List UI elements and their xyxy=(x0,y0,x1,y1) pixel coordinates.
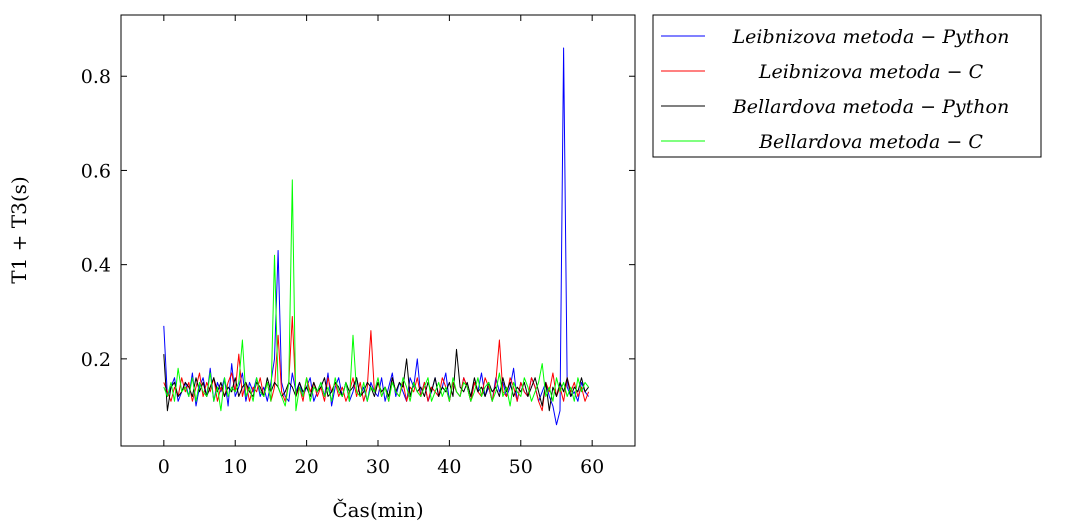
series-line-2 xyxy=(163,316,590,412)
y-axis-title: T1 + T3(s) xyxy=(7,176,31,283)
x-tick-label: 60 xyxy=(580,456,604,478)
series-line-4 xyxy=(163,179,589,412)
y-tick-label: 0.4 xyxy=(81,255,111,277)
x-tick-label: 40 xyxy=(437,456,461,478)
x-tick-label: 20 xyxy=(295,456,319,478)
x-tick-label: 50 xyxy=(509,456,533,478)
x-axis-title: Čas(min) xyxy=(332,497,423,522)
x-tick-label: 10 xyxy=(223,456,247,478)
series-layer xyxy=(163,47,590,426)
y-tick-label: 0.8 xyxy=(81,66,111,88)
plot-background xyxy=(121,15,635,446)
series-line-3 xyxy=(163,348,589,412)
x-tick-label: 0 xyxy=(158,456,170,478)
y-axis: 0.2 0.4 0.6 0.8 xyxy=(81,66,635,371)
legend-label: Leibnizova metoda − C xyxy=(758,61,984,83)
y-tick-label: 0.2 xyxy=(81,349,111,371)
legend-label: Bellardova metoda − C xyxy=(758,131,983,153)
legend-frame xyxy=(652,14,1042,158)
x-tick-label: 30 xyxy=(366,456,390,478)
y-tick-label: 0.6 xyxy=(81,160,111,182)
legend: Leibnizova metoda − Python Leibnizova met… xyxy=(652,14,1042,158)
legend-label: Leibnizova metoda − Python xyxy=(732,26,1010,48)
legend-label: Bellardova metoda − Python xyxy=(732,96,1009,118)
x-axis: 0 10 20 30 40 50 60 xyxy=(158,15,604,478)
